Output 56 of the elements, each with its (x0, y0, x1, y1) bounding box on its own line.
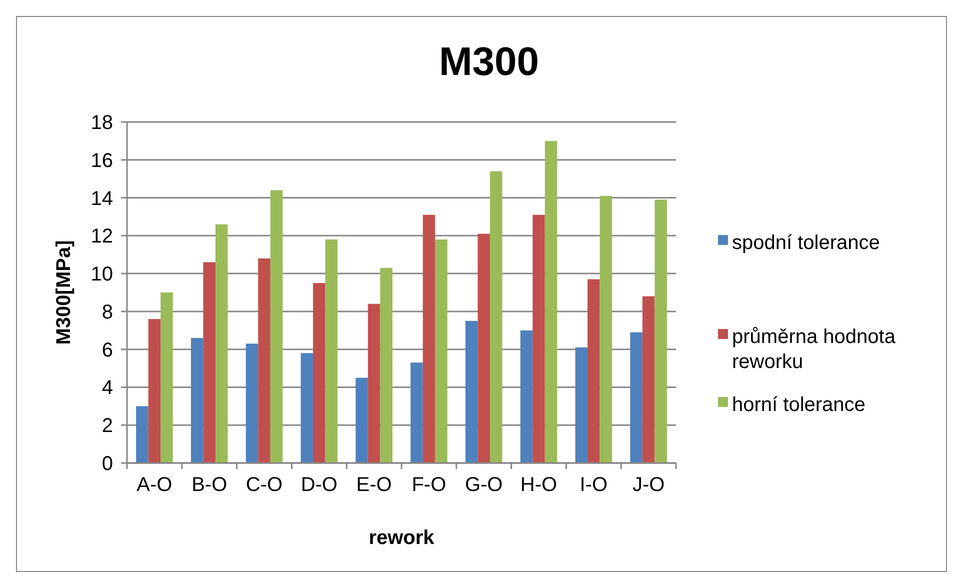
bar (148, 319, 161, 463)
bar (575, 347, 588, 463)
x-tick-label: C-O (246, 474, 283, 496)
bar (356, 378, 368, 463)
x-tick-label: I-O (580, 474, 608, 496)
y-tick-label: 14 (90, 188, 113, 210)
x-tick-label: H-O (520, 474, 558, 496)
bar (325, 239, 338, 463)
bar (630, 332, 642, 463)
bar (215, 224, 228, 463)
y-tick-label: 12 (90, 226, 113, 248)
x-tick-label: B-O (192, 474, 228, 496)
y-tick-label: 8 (102, 301, 113, 324)
bar (160, 292, 173, 463)
bar (410, 362, 423, 463)
y-tick-label: 2 (102, 415, 113, 438)
y-axis-title: M300[MPa] (53, 240, 75, 345)
bar (190, 338, 204, 463)
x-tick-label: E-O (356, 474, 392, 496)
bar (654, 200, 667, 463)
bar (600, 196, 612, 463)
bar (136, 406, 148, 463)
bar (368, 304, 380, 463)
chart-title: M300 (438, 40, 540, 84)
bar (532, 214, 545, 463)
bar (246, 344, 258, 463)
bar (520, 330, 533, 463)
y-tick-label: 4 (102, 377, 113, 400)
y-tick-label: 16 (90, 150, 113, 172)
bar (544, 140, 558, 463)
bar (642, 296, 655, 463)
legend-label: průměrna hodnota reworku (732, 326, 896, 373)
bar (380, 268, 392, 463)
x-tick-label: A-O (136, 474, 172, 496)
x-tick-label: G-O (464, 474, 503, 496)
x-axis-title: rework (368, 527, 436, 549)
legend-label: spodní tolerance (732, 232, 880, 254)
bar (313, 283, 326, 463)
bar (435, 239, 448, 463)
bar (478, 234, 490, 463)
bar (490, 171, 502, 463)
x-tick-label: F-O (412, 474, 446, 496)
y-tick-label: 0 (102, 453, 113, 475)
y-tick-label: 6 (102, 339, 113, 362)
bar (300, 353, 314, 463)
bar (270, 190, 283, 463)
x-tick-label: J-O (632, 474, 665, 496)
bar (422, 214, 436, 463)
bar (588, 279, 600, 463)
x-tick-label: D-O (300, 474, 338, 496)
y-tick-label: 10 (90, 264, 113, 286)
bar (203, 262, 216, 463)
legend-label: horní tolerance (732, 394, 866, 416)
y-tick-label: 18 (90, 112, 113, 134)
bar (465, 320, 478, 463)
bar (258, 258, 270, 463)
